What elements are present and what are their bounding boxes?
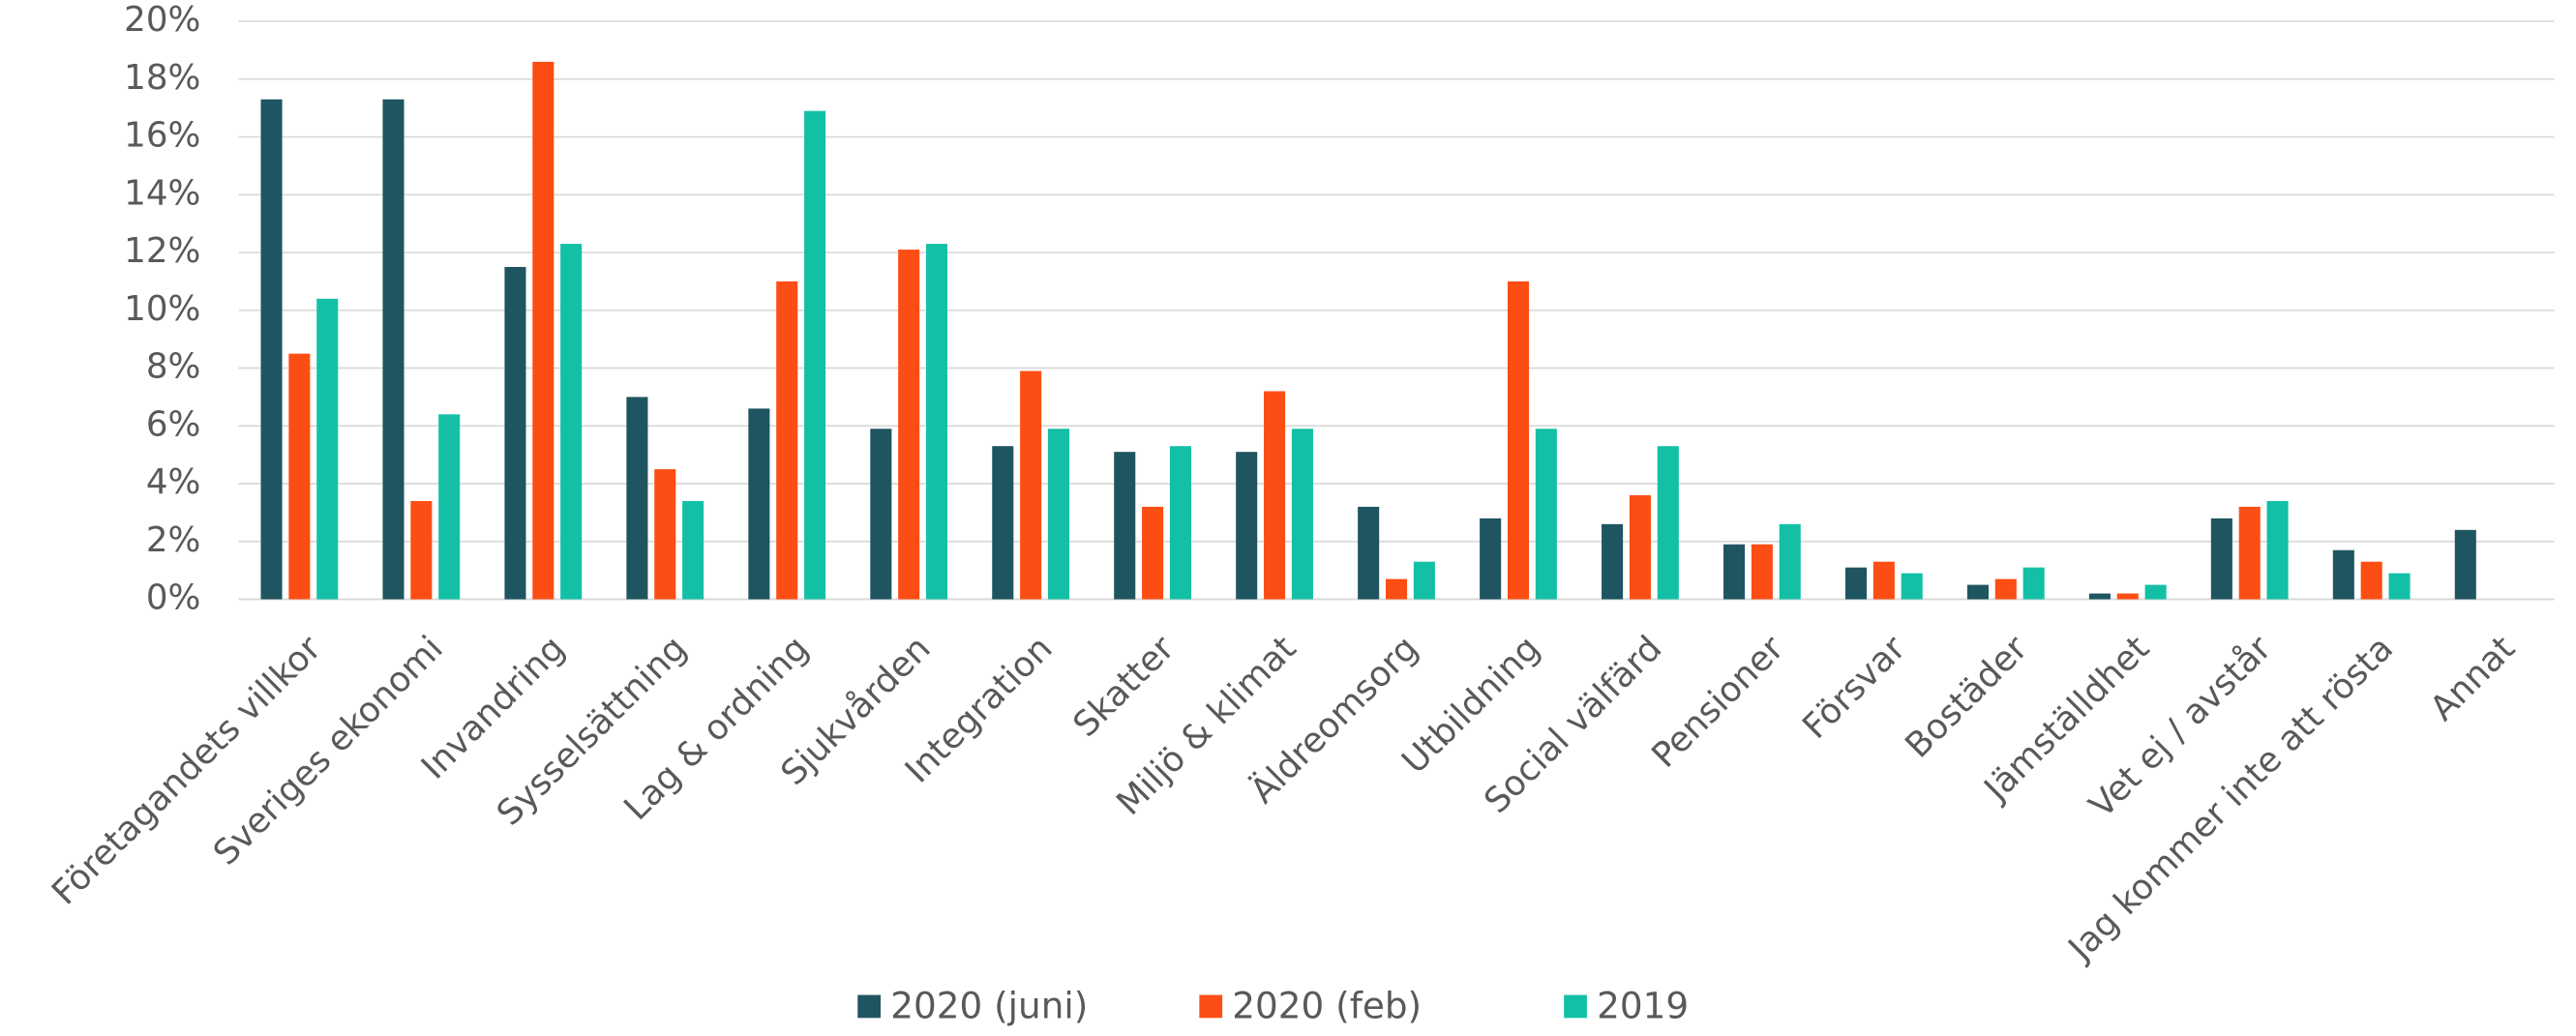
y-tick-label: 14% [124,173,200,213]
bar [1413,561,1435,600]
bar [1264,391,1286,600]
bar [316,298,339,600]
bar [2388,573,2411,600]
legend-swatch [1199,994,1223,1019]
bar [1966,584,1989,600]
bar [776,281,798,600]
bar [1844,567,1868,600]
bar [288,353,311,600]
bar [926,244,948,600]
bar [410,500,433,600]
bar [1901,573,1923,600]
bar [1114,452,1136,600]
y-tick-label: 0% [146,578,201,618]
legend-label: 2020 (feb) [1232,985,1422,1027]
bar [898,250,920,600]
x-tick-label: Annat [2423,629,2523,728]
bar [2210,518,2232,600]
y-tick-label: 2% [146,520,201,560]
bar [2238,506,2261,600]
bar [1629,494,1651,600]
x-tick-label: Sveriges ekonomi [206,629,451,873]
bar [1657,446,1679,600]
bar [1291,429,1313,600]
bar [504,266,526,600]
bar [2144,584,2167,600]
bar [748,408,770,600]
bar [1047,429,1070,600]
bar [1358,506,1380,600]
legend: 2020 (juni) 2020 (feb) 2019 [857,985,1689,1027]
bar [2022,567,2045,600]
bar [382,99,404,600]
y-tick-label: 16% [124,116,200,156]
y-tick-label: 4% [146,462,201,502]
bar [654,469,676,600]
bar [438,414,461,600]
bar [1872,561,1895,600]
bar [1751,544,1773,600]
bar [1507,281,1530,600]
bar [2088,593,2111,600]
y-tick-label: 20% [124,0,200,40]
bar [1236,452,1258,600]
bar [682,500,704,600]
bar [1142,506,1164,600]
bar [804,110,826,600]
bar [532,61,554,600]
bar [1385,578,1408,600]
bar [1169,446,1191,600]
legend-swatch [1564,994,1587,1019]
bar [2332,549,2354,600]
y-tick-label: 10% [124,289,200,329]
bar [992,446,1014,600]
bar [1535,429,1557,600]
bar [2266,500,2289,600]
legend-label: 2019 [1597,985,1689,1027]
legend-swatch [857,994,882,1019]
bar [260,99,283,600]
y-tick-label: 6% [146,404,201,444]
x-tick-label: Pensioner [1644,629,1791,776]
bar [1779,523,1801,600]
bar [2454,529,2476,600]
bar [1020,370,1042,600]
bar [1723,544,1746,600]
y-tick-label: 8% [146,347,201,387]
bar [1480,518,1502,600]
bar [2116,593,2139,600]
bar [1994,578,2017,600]
bar [560,244,583,600]
x-tick-label: Skatter [1065,629,1182,745]
y-tick-label: 12% [124,231,200,271]
bar [2360,561,2382,600]
x-tick-label: Försvar [1795,629,1913,747]
legend-label: 2020 (juni) [890,985,1088,1027]
bar [870,429,892,600]
bar [1602,523,1624,600]
bar [626,397,648,600]
y-tick-label: 18% [124,58,200,98]
